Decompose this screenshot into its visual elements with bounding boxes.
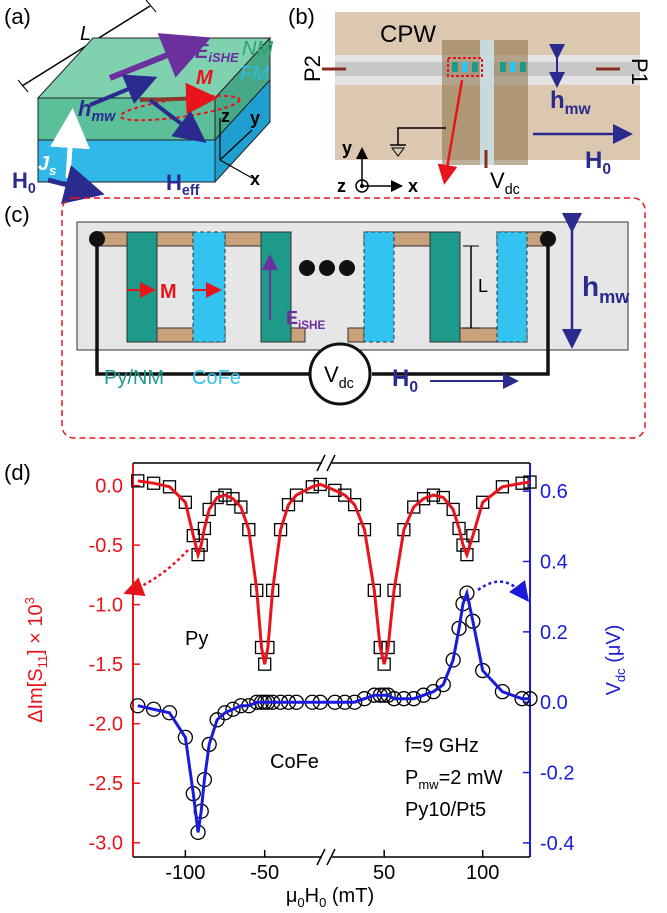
panel-label: (d) (4, 460, 31, 485)
y2-tick-label: 0.2 (540, 622, 568, 644)
y2-tick-label: 0.6 (540, 481, 568, 503)
panel-c-shape-shape (364, 232, 394, 342)
figure: (a) L EiSHE M hmw Js Heff H0 NM FM z y x… (0, 0, 667, 913)
v-label: Vdc (490, 168, 520, 198)
panel-a-shape (146, 0, 156, 12)
y-label: y (250, 108, 260, 128)
length-label: L (478, 276, 488, 296)
cofe-label: CoFe (192, 367, 241, 389)
x-tick-label: 100 (466, 862, 499, 884)
panel-label: (a) (4, 4, 31, 29)
panel-a: (a) L EiSHE M hmw Js Heff H0 NM FM z y x (4, 0, 273, 199)
panel-b: (b) CPW P2 P1 hmw H0 Vdc y x z (288, 4, 652, 198)
panel-a-shape (18, 80, 28, 92)
annotation: f=9 GHz (405, 735, 479, 757)
panel-a-shape (38, 140, 215, 182)
x-tick-label: -100 (165, 862, 205, 884)
panel-b-shape (520, 62, 526, 72)
panel-c-shape-shape (497, 232, 527, 342)
panel-b-shape (472, 62, 478, 72)
z-label: z (221, 106, 230, 126)
y2-tick-label: -0.4 (540, 833, 574, 855)
panel-c: (c) M EiSHE L hmw Vdc Py/NM CoFe H0 (4, 198, 645, 438)
panel-c-shape-shape (430, 232, 460, 342)
x-axis-label: μ0H0 (mT) (286, 885, 374, 910)
x-tick-label: 50 (373, 862, 395, 884)
panel-c-shape (310, 344, 370, 404)
series-label: Py (185, 628, 208, 650)
panel-d: (d) ΔIm[S11] × 103 Vdc (μV) μ0H0 (mT) f=… (4, 455, 628, 910)
fm-label: FM (240, 63, 269, 85)
m-label: M (196, 67, 214, 89)
panel-c-shape-shape (127, 232, 157, 342)
panel-c-shape-shape (348, 328, 364, 342)
annotation: Py10/Pt5 (405, 799, 486, 821)
annotation: Pmw=2 mW (405, 767, 503, 792)
h0-label: H0 (12, 168, 36, 197)
panel-b-shape (510, 62, 516, 72)
y-label: y (342, 138, 352, 158)
panel-d-shape (128, 550, 188, 592)
panel-label: (b) (288, 4, 315, 29)
panel-b-shape (480, 40, 494, 165)
y-tick-label: -3.0 (89, 833, 123, 855)
x-tick-label: -50 (250, 862, 279, 884)
panel-b-shape (462, 62, 468, 72)
z-label: z (337, 176, 346, 196)
y-axis-label: ΔIm[S11] × 103 (22, 597, 50, 723)
py-label: Py/NM (104, 367, 164, 389)
panel-b-shape (452, 62, 458, 72)
y2-axis-label: Vdc (μV) (603, 625, 628, 696)
y-tick-label: 0.0 (95, 476, 123, 498)
panel-c-shape (319, 260, 335, 276)
panel-a-shape (38, 98, 215, 140)
panel-c-shape-shape (193, 232, 225, 342)
cpw-label: CPW (380, 21, 436, 48)
y-tick-label: -2.5 (89, 773, 123, 795)
x-label: x (250, 169, 260, 189)
p1-label: P1 (627, 58, 652, 85)
panel-d-shape (478, 582, 526, 598)
panel-c-shape (339, 260, 355, 276)
x-label: x (408, 176, 418, 196)
series-label: CoFe (270, 751, 319, 773)
nm-label: NM (242, 38, 273, 60)
y2-tick-label: -0.2 (540, 763, 574, 785)
y-tick-label: -0.5 (89, 535, 123, 557)
m-label: M (160, 281, 177, 303)
panel-c-shape (299, 260, 315, 276)
p2-label: P2 (300, 55, 325, 82)
panel-b-shape (500, 62, 506, 72)
y-tick-label: -1.5 (89, 654, 123, 676)
y-tick-label: -2.0 (89, 714, 123, 736)
y2-tick-label: 0.0 (540, 692, 568, 714)
panel-label: (c) (4, 202, 30, 227)
y2-tick-label: 0.4 (540, 552, 568, 574)
h0-label: H0 (392, 365, 418, 396)
panel-b-shape (360, 184, 364, 188)
y-tick-label: -1.0 (89, 595, 123, 617)
